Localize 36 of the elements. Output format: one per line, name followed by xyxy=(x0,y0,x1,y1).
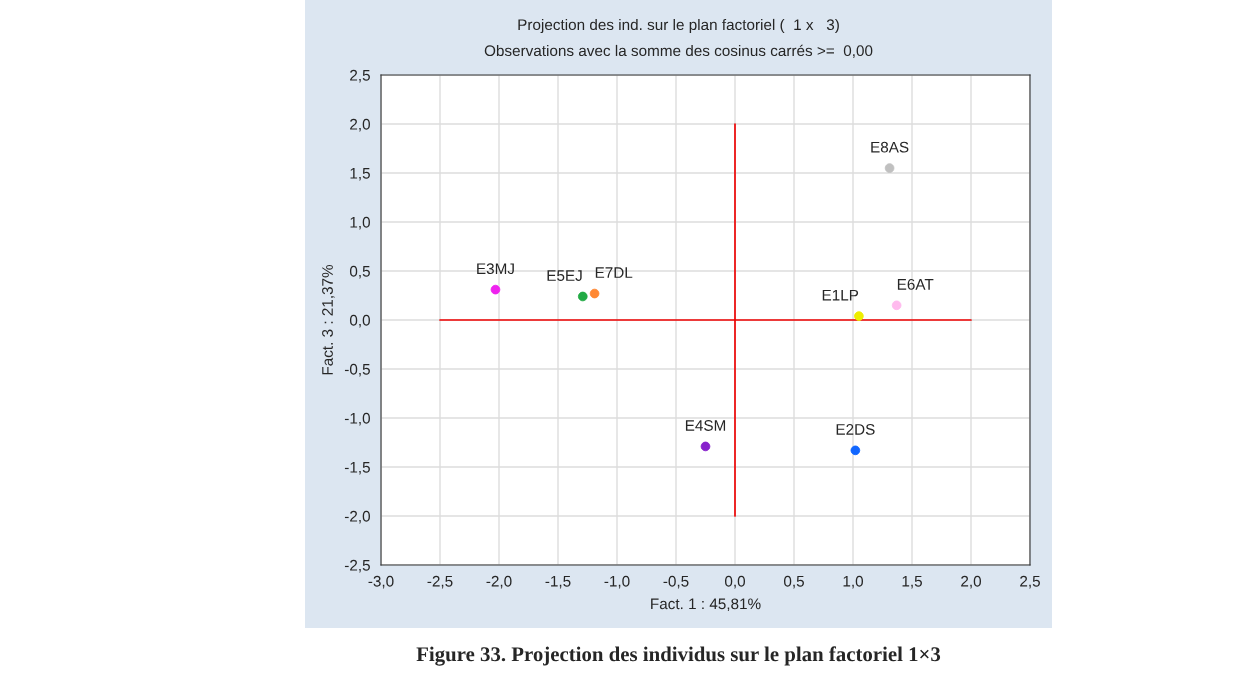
x-tick-label: -3,0 xyxy=(368,575,394,589)
annotation: E2DS xyxy=(836,424,875,435)
x-tick-label: 1,0 xyxy=(843,575,864,589)
x-axis-title: Fact. 1 : 45,81% xyxy=(651,598,761,612)
x-tick-label: 0,0 xyxy=(724,575,746,589)
y-tick-label: -1,0 xyxy=(344,412,370,426)
x-tick-label: 2,5 xyxy=(1020,575,1040,589)
x-tick-label: 2,0 xyxy=(961,575,982,589)
annotation: E8AS xyxy=(871,141,909,153)
y-tick-label: 1,5 xyxy=(350,168,370,181)
x-tick-label: -2,5 xyxy=(427,575,453,589)
x-tick-label: 0,5 xyxy=(783,575,804,589)
y-axis-title: Fact. 3 : 21,37% xyxy=(322,264,335,375)
chart-title: Projection des ind. sur le plan factoriel ( 1 x 3) xyxy=(518,18,839,34)
x-tick-label: -2,0 xyxy=(486,575,512,589)
y-tick-label: 0,5 xyxy=(349,265,370,279)
x-tick-label: 1,5 xyxy=(902,575,922,589)
y-tick-label: 0,0 xyxy=(349,314,370,328)
y-tick-label: 2,0 xyxy=(350,118,370,132)
annotation: E4SM xyxy=(685,420,726,431)
y-tick-label: -1,5 xyxy=(344,462,370,475)
y-tick-label: 1,0 xyxy=(350,216,370,230)
y-tick-label: -2,5 xyxy=(344,559,370,573)
annotation: E7DL xyxy=(595,267,633,278)
y-tick-label: -2,0 xyxy=(344,510,370,524)
y-tick-label: -0,5 xyxy=(344,363,370,377)
x-tick-label: -1,5 xyxy=(545,575,571,589)
annotation: E6AT xyxy=(897,278,934,290)
annotation: E1LP xyxy=(822,289,859,301)
chart-subtitle: Observations avec la somme des cosinus carrés >= 0,00 xyxy=(484,44,873,58)
y-tick-label: 2,5 xyxy=(350,69,370,83)
x-tick-label: -1,0 xyxy=(604,575,630,589)
annotation: E5EJ xyxy=(547,270,582,281)
caption: Figure 33. Projection des individus sur le plan factoriel 1×3 xyxy=(416,646,941,666)
annotation: E3MJ xyxy=(477,263,514,275)
x-tick-label: -0,5 xyxy=(663,575,689,589)
